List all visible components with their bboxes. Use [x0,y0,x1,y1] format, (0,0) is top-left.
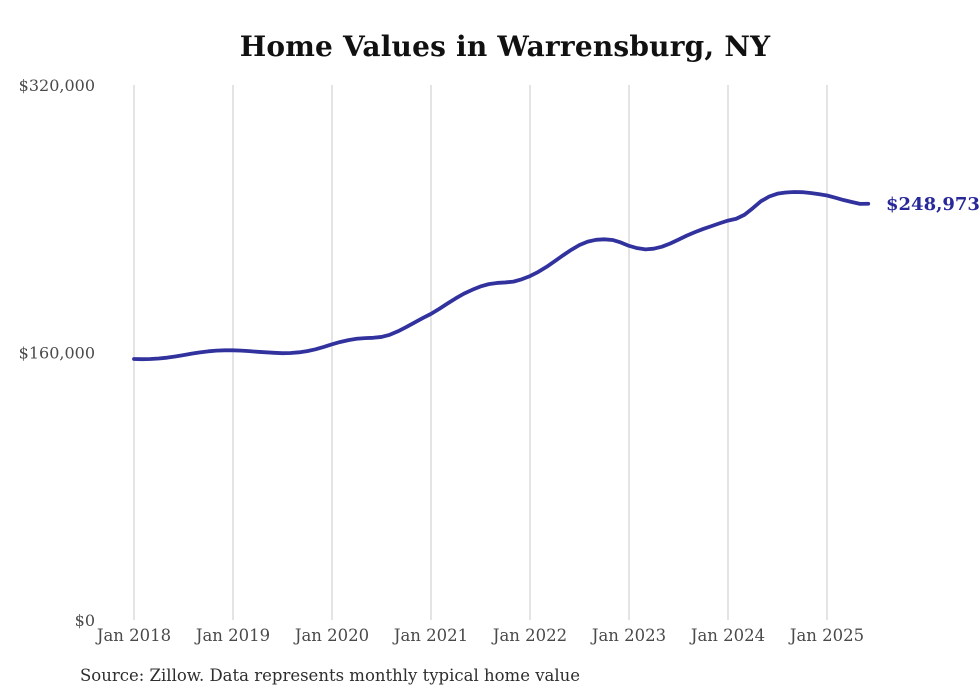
y-tick-label: $320,000 [19,76,95,95]
x-tick-label: Jan 2018 [95,626,171,645]
end-value-label: $248,973 [886,194,980,215]
x-tick-label: Jan 2020 [293,626,369,645]
chart-title: Home Values in Warrensburg, NY [239,30,771,63]
x-tick-label: Jan 2025 [788,626,864,645]
x-tick-label: Jan 2024 [689,626,765,645]
x-tick-label: Jan 2022 [491,626,567,645]
x-tick-label: Jan 2019 [194,626,270,645]
home-value-line [132,190,871,362]
y-tick-label: $0 [75,611,95,630]
source-note: Source: Zillow. Data represents monthly … [80,666,581,685]
y-tick-label: $160,000 [19,344,95,363]
x-tick-label: Jan 2023 [590,626,666,645]
x-tick-label: Jan 2021 [392,626,468,645]
